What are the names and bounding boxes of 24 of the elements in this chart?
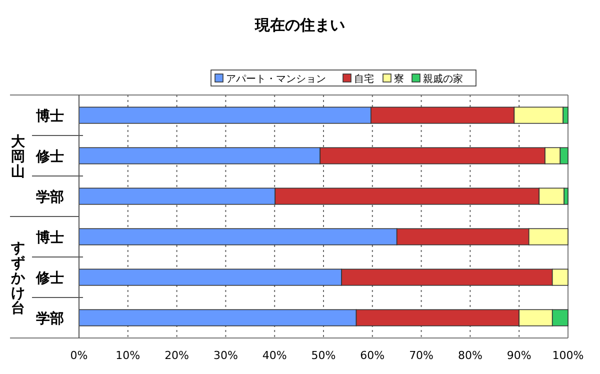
x-tick-label: 20% bbox=[164, 349, 190, 362]
legend-label: 寮 bbox=[394, 73, 404, 85]
y-tick-label: 博士 bbox=[35, 230, 64, 246]
y-tick-label: 博士 bbox=[35, 108, 64, 124]
x-tick-label: 50% bbox=[311, 349, 336, 362]
x-tick-label: 100% bbox=[552, 349, 584, 362]
x-tick-label: 10% bbox=[116, 349, 140, 362]
legend-label: 自宅 bbox=[354, 73, 374, 85]
x-tick-label: 40% bbox=[262, 349, 287, 362]
x-tick-label: 90% bbox=[506, 349, 532, 362]
x-tick-label: 0% bbox=[70, 349, 88, 362]
y-tick-label: 学部 bbox=[36, 188, 64, 206]
y-tick-label: 修士 bbox=[35, 148, 64, 165]
text: すずかけ台 bbox=[10, 240, 26, 316]
x-tick-label: 60% bbox=[360, 349, 385, 362]
legend-label: 親戚の家 bbox=[423, 73, 463, 85]
x-tick-label: 70% bbox=[409, 349, 434, 362]
y-tick-label: 修士 bbox=[35, 270, 64, 286]
chart-title: 現在の住まい bbox=[254, 16, 345, 34]
x-tick-label: 30% bbox=[213, 349, 238, 362]
x-tick-label: 80% bbox=[458, 349, 482, 362]
legend-label: アパート・マンション bbox=[226, 74, 326, 85]
y-tick-label: 学部 bbox=[36, 310, 64, 327]
text: 大岡山 bbox=[11, 134, 26, 180]
